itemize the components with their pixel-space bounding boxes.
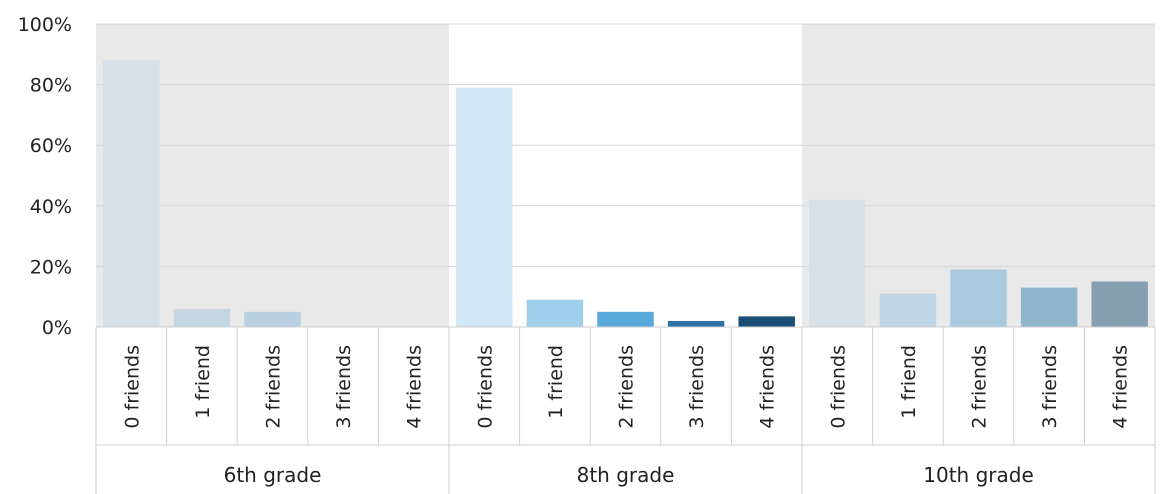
y-tick-label: 100% bbox=[18, 14, 72, 36]
group-label: 10th grade bbox=[923, 463, 1034, 487]
group-label: 8th grade bbox=[577, 463, 675, 487]
x-category-label: 4 friends bbox=[1110, 345, 1132, 429]
y-tick-label: 20% bbox=[30, 256, 72, 278]
x-category-label: 2 friends bbox=[969, 345, 991, 429]
x-category-label: 3 friends bbox=[686, 345, 708, 429]
y-tick-label: 60% bbox=[30, 135, 72, 157]
bar bbox=[173, 308, 231, 327]
x-category-label: 3 friends bbox=[1039, 345, 1061, 429]
bar bbox=[950, 269, 1007, 327]
x-category-label: 1 friend bbox=[898, 345, 920, 419]
bar bbox=[1091, 281, 1148, 327]
bar bbox=[809, 199, 866, 327]
bar bbox=[456, 87, 513, 327]
x-category-label: 0 friends bbox=[827, 345, 849, 429]
bar bbox=[103, 60, 160, 328]
y-tick-label: 40% bbox=[30, 196, 72, 218]
gridlines bbox=[96, 23, 1155, 267]
category-axis: 0 friends 1 friend 2 friends 3 friends 4 fri… bbox=[95, 326, 1156, 494]
x-category-label: 0 friends bbox=[121, 345, 143, 429]
bars bbox=[103, 60, 1148, 328]
x-category-label: 2 friends bbox=[263, 345, 285, 429]
group-label: 6th grade bbox=[224, 463, 322, 487]
x-category-label: 0 friends bbox=[474, 345, 496, 429]
bar bbox=[879, 293, 937, 327]
bar bbox=[667, 320, 725, 327]
x-category-label: 1 friend bbox=[545, 345, 567, 419]
bar bbox=[738, 316, 795, 327]
x-category-label: 4 friends bbox=[757, 345, 779, 429]
bar bbox=[1020, 287, 1078, 327]
bar bbox=[244, 311, 301, 327]
x-category-label: 1 friend bbox=[192, 345, 214, 419]
y-axis-tick-labels: 0% 20% 40% 60% 80% 100% bbox=[18, 14, 72, 339]
bar bbox=[526, 299, 584, 327]
y-tick-label: 0% bbox=[42, 317, 72, 339]
y-tick-label: 80% bbox=[30, 75, 72, 97]
bar bbox=[597, 311, 654, 327]
x-category-label: 3 friends bbox=[333, 345, 355, 429]
x-category-label: 4 friends bbox=[404, 345, 426, 429]
x-category-label: 2 friends bbox=[616, 345, 638, 429]
